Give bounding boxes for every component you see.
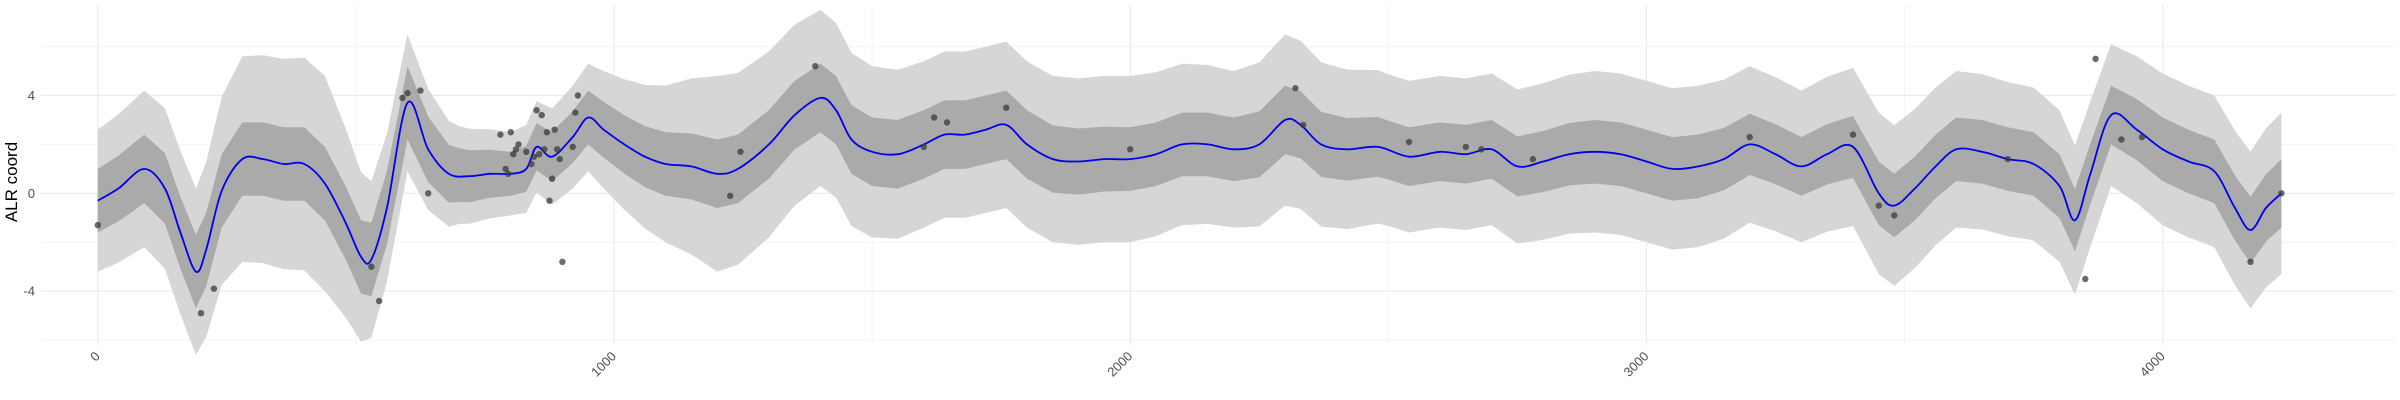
observation-points [94, 55, 2285, 317]
observation-point [812, 62, 819, 70]
x-tick-label: 1000 [588, 349, 619, 380]
observation-point [551, 126, 558, 133]
observation-point [559, 258, 566, 265]
x-tick-label: 3000 [1621, 349, 1652, 380]
mean-line [97, 96, 2283, 273]
observation-point [515, 141, 522, 148]
observation-point [569, 143, 576, 151]
x-tick-label: 2000 [1104, 348, 1135, 379]
observation-point [502, 165, 509, 173]
observation-point [1462, 143, 1470, 151]
observation-point [1127, 146, 1134, 153]
observation-point [197, 310, 205, 317]
y-axis-ticks: -4 0 4 [23, 88, 35, 299]
observation-point [2082, 275, 2089, 283]
observation-point [510, 151, 517, 158]
observation-point [727, 192, 734, 199]
observation-point [399, 94, 406, 102]
observation-point [2138, 133, 2146, 141]
observation-point [2278, 190, 2285, 197]
observation-point [2004, 155, 2012, 163]
observation-point [2247, 258, 2254, 265]
observation-point [556, 155, 563, 163]
x-tick-label: 0 [87, 349, 103, 365]
observation-point [1891, 212, 1898, 219]
observation-point [94, 221, 102, 229]
observation-point [1003, 104, 1010, 111]
mean-line-layer [97, 96, 2283, 273]
outer-confidence-band [97, 9, 2282, 355]
observation-point [2118, 136, 2125, 143]
observation-point [737, 148, 744, 155]
observation-point [507, 129, 514, 136]
observation-point [1405, 138, 1413, 146]
observation-point [417, 87, 424, 94]
observation-point [536, 151, 543, 158]
y-tick-label: 0 [28, 186, 35, 201]
observation-point [541, 146, 548, 153]
observation-point [404, 89, 411, 97]
observation-point [512, 146, 520, 153]
y-axis-title: ALR coord [2, 142, 21, 222]
observation-point [1478, 146, 1485, 153]
observation-point [368, 263, 375, 270]
x-tick-label: 4000 [2137, 349, 2168, 380]
observation-point [210, 285, 218, 292]
observation-point [943, 119, 951, 126]
observation-point [554, 146, 561, 153]
observation-point [425, 190, 432, 197]
observation-point [548, 175, 556, 182]
observation-point [1292, 85, 1299, 92]
observation-point [1300, 121, 1307, 129]
observation-point [505, 170, 512, 177]
y-tick-label: -4 [23, 284, 35, 299]
observation-point [1849, 131, 1857, 138]
observation-point [920, 143, 927, 151]
observation-point [930, 114, 938, 121]
inner-confidence-band [97, 63, 2282, 309]
confidence-bands [97, 9, 2282, 355]
observation-point [1746, 133, 1753, 141]
observation-point [523, 148, 530, 155]
observation-point [533, 107, 540, 114]
observation-point [572, 109, 579, 116]
x-axis-ticks: 0 1000 2000 3000 4000 [87, 348, 2168, 379]
observation-point [375, 297, 383, 305]
observation-point [543, 129, 551, 136]
observation-point [528, 160, 535, 168]
observation-point [574, 92, 582, 99]
y-tick-label: 4 [28, 88, 35, 103]
observation-point [546, 197, 553, 204]
observation-point [530, 153, 538, 160]
observation-point [538, 111, 545, 119]
observation-point [2092, 55, 2099, 62]
observation-point [497, 131, 504, 138]
observation-point [1529, 155, 1537, 163]
observation-point [1875, 202, 1883, 209]
